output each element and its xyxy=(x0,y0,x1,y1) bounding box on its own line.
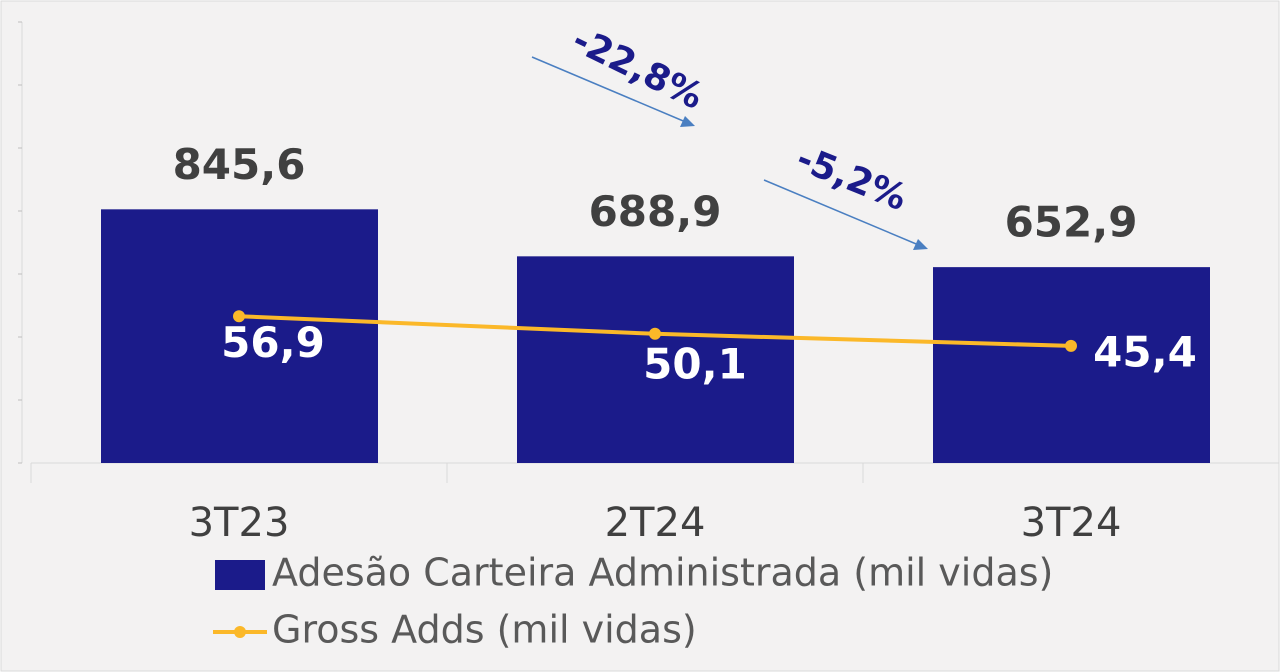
line-point xyxy=(1065,339,1077,352)
bar xyxy=(517,256,794,463)
bar-value-label: 652,9 xyxy=(1005,198,1138,247)
line-point xyxy=(649,327,661,340)
arrow-head xyxy=(680,116,695,127)
x-tick-label: 2T24 xyxy=(605,500,706,546)
bar-value-label: 688,9 xyxy=(589,187,722,236)
arrow xyxy=(763,179,922,247)
x-tick-label: 3T23 xyxy=(189,500,290,546)
arrow xyxy=(531,56,689,124)
bar xyxy=(101,209,378,463)
line-value-label: 45,4 xyxy=(1093,327,1197,376)
bar xyxy=(933,267,1210,463)
x-tick-label: 3T24 xyxy=(1021,500,1122,546)
line-value-label: 50,1 xyxy=(643,339,747,388)
arrow-head xyxy=(913,239,928,250)
bar-value-label: 845,6 xyxy=(173,140,306,189)
legend-swatch xyxy=(215,560,265,590)
legend-swatch xyxy=(234,626,246,638)
line-value-label: 56,9 xyxy=(221,318,325,367)
legend-label: Gross Adds (mil vidas) xyxy=(272,608,697,652)
legend-label: Adesão Carteira Administrada (mil vidas) xyxy=(272,551,1053,595)
line-point xyxy=(233,310,245,323)
